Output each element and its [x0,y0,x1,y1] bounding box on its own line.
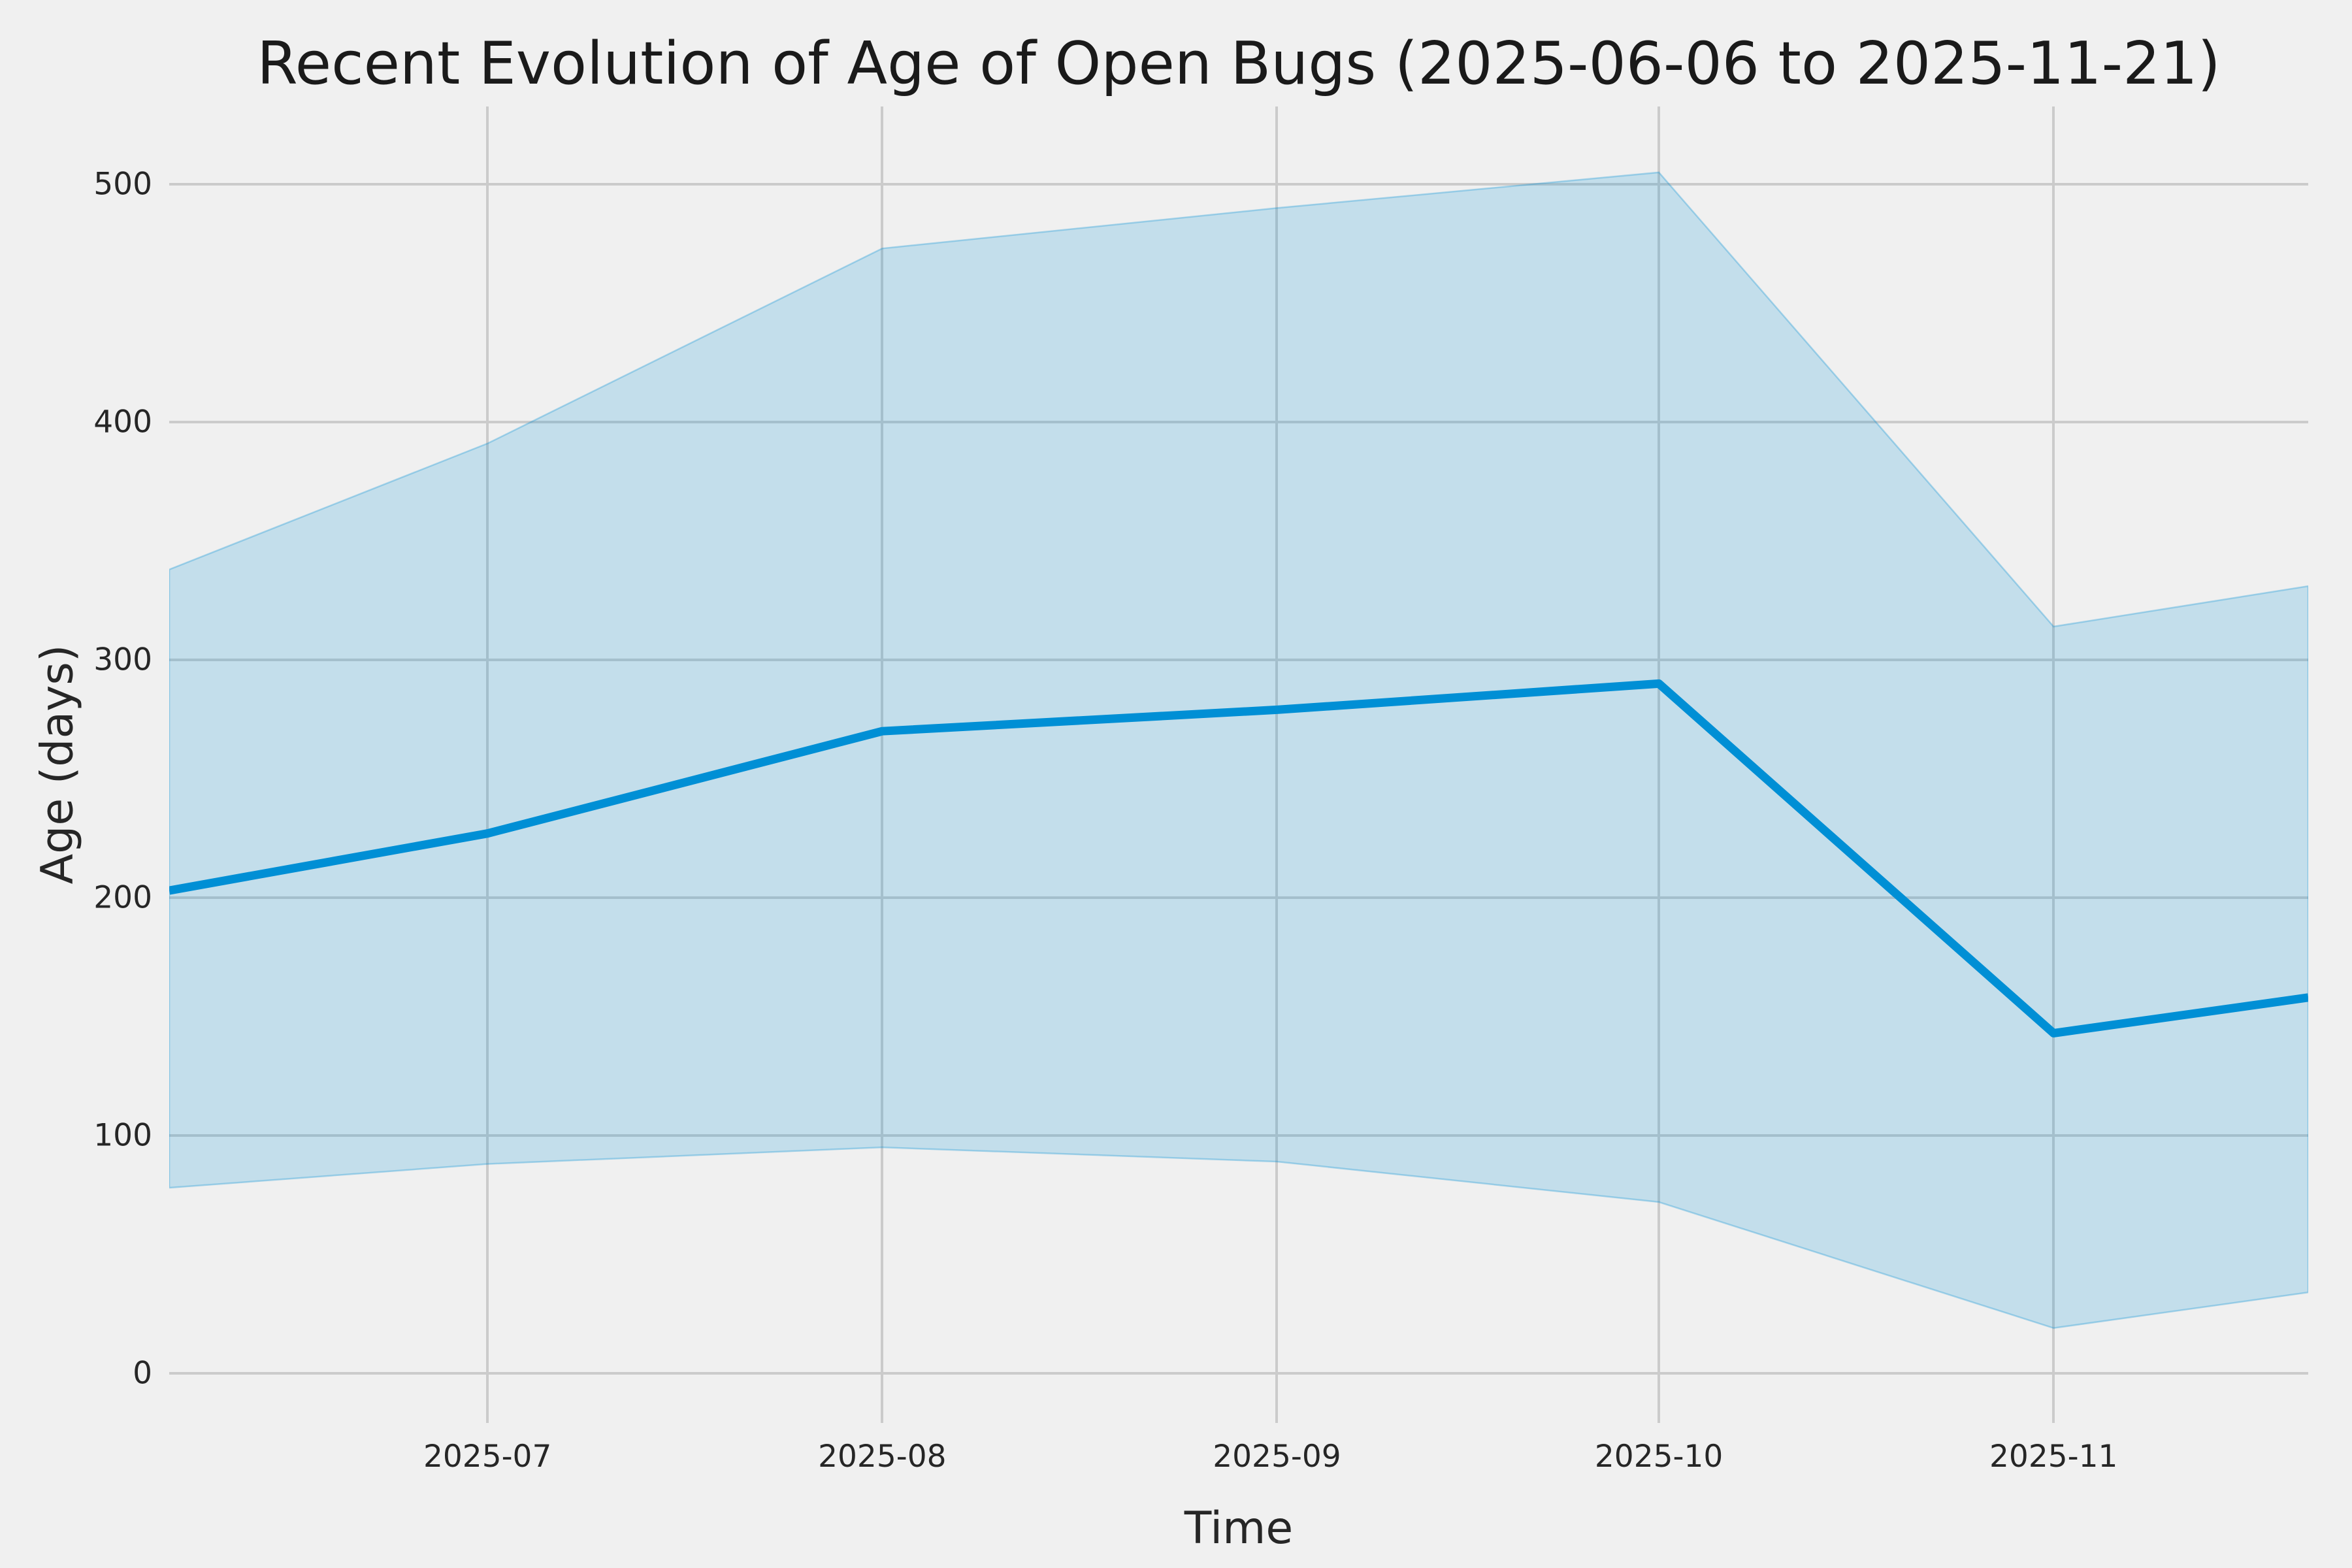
x-gridline [486,106,489,1423]
x-gridline [1658,106,1661,1423]
x-gridline [881,106,884,1423]
y-tick-label: 200 [93,879,152,916]
x-gridline [1275,106,1279,1423]
y-tick-label: 100 [93,1117,152,1154]
y-gridline [169,896,2308,899]
mean-age-line [169,679,2308,1037]
plot-area [169,106,2308,1423]
x-tick-label: 2025-10 [1594,1439,1723,1475]
y-gridline [169,1134,2308,1137]
y-axis-label: Age (days) [31,644,84,885]
y-gridline [169,421,2308,423]
uncertainty-band [169,171,2308,1330]
y-tick-label: 0 [133,1355,152,1392]
x-tick-label: 2025-11 [1989,1439,2118,1475]
chart-title: Recent Evolution of Age of Open Bugs (20… [257,29,2221,98]
x-tick-label: 2025-08 [818,1439,947,1475]
y-tick-label: 300 [93,642,152,678]
y-tick-label: 400 [93,404,152,440]
x-tick-label: 2025-07 [423,1439,552,1475]
y-tick-label: 500 [93,166,152,203]
y-gridline [169,658,2308,661]
x-gridline [2052,106,2055,1423]
chart-canvas [169,171,2308,1330]
x-axis-label: Time [1184,1503,1294,1554]
y-gridline [169,183,2308,186]
x-tick-label: 2025-09 [1213,1439,1341,1475]
y-gridline [169,1371,2308,1375]
